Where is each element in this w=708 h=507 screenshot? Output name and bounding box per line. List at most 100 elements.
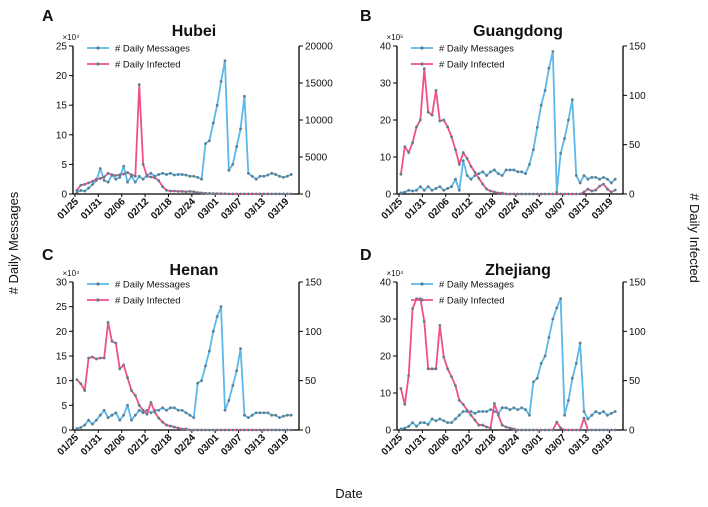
daily-messages-point [239, 347, 242, 350]
daily-messages-point [141, 177, 145, 181]
daily-messages-point [450, 421, 453, 424]
daily-messages-point [516, 170, 520, 174]
legend-infected-label: # Daily Infected [115, 296, 180, 307]
daily-infected-point [563, 428, 566, 432]
x-tick-label: 02/06 [426, 432, 452, 458]
daily-messages-point [133, 413, 137, 417]
panel-b: B Guangdong 0 10 20 30 40×10⁵ 0 50 100 150 01/2501/… [360, 8, 646, 222]
daily-messages-point [590, 175, 594, 179]
daily-infected-point [278, 192, 281, 196]
daily-infected-point [98, 356, 102, 360]
daily-infected-point [172, 189, 176, 193]
daily-messages-point [262, 174, 266, 178]
x-tick-label: 01/31 [403, 432, 429, 458]
daily-messages-point [227, 168, 231, 172]
daily-infected-point [493, 190, 496, 194]
daily-messages-point [551, 317, 555, 321]
daily-infected-point [489, 189, 492, 193]
daily-messages-point [543, 89, 547, 92]
daily-messages-point [192, 416, 196, 420]
daily-infected-point [122, 363, 126, 367]
left-tick-label: 5 [61, 401, 67, 412]
daily-messages-point [254, 177, 258, 181]
daily-infected-point [524, 192, 527, 196]
daily-infected-point [496, 191, 500, 195]
daily-infected-point [590, 189, 594, 193]
daily-infected-point [574, 428, 578, 432]
daily-messages-point [231, 384, 235, 387]
daily-infected-point [223, 428, 227, 432]
daily-messages-point [481, 410, 485, 413]
daily-infected-point [555, 420, 559, 424]
daily-messages-point [399, 191, 403, 195]
daily-messages-point [442, 188, 446, 192]
daily-infected-point [586, 428, 590, 432]
daily-messages-point [98, 167, 102, 170]
daily-infected-point [94, 177, 98, 181]
daily-infected-point [504, 425, 508, 429]
daily-messages-point [87, 418, 90, 422]
daily-messages-point [430, 417, 434, 421]
daily-infected-point [559, 192, 563, 196]
legend-messages-marker [420, 282, 424, 286]
daily-infected-point [399, 172, 403, 176]
daily-infected-point [91, 355, 94, 359]
x-tick-label: 03/01 [196, 432, 222, 458]
x-tick-label: 03/19 [266, 432, 292, 458]
daily-infected-point [520, 428, 524, 432]
daily-infected-point [422, 67, 426, 71]
daily-messages-point [535, 126, 539, 129]
daily-infected-point [266, 192, 270, 196]
daily-infected-point [137, 83, 141, 86]
daily-messages-point [157, 173, 161, 176]
daily-messages-point [590, 413, 594, 417]
daily-messages-point [594, 175, 598, 179]
daily-infected-point [567, 192, 570, 196]
right-tick-label: 0 [629, 426, 635, 437]
daily-messages-point [83, 189, 87, 193]
daily-messages-point [250, 413, 254, 417]
daily-infected-point [434, 89, 438, 92]
daily-messages-point [246, 416, 250, 420]
daily-infected-point [485, 425, 489, 429]
daily-messages-point [289, 173, 293, 176]
daily-infected-point [262, 428, 266, 432]
daily-infected-point [609, 428, 613, 432]
daily-messages-point [602, 175, 605, 179]
panel-title: Guangdong [473, 23, 563, 40]
global-y-label-left: # Daily Messages [6, 191, 21, 294]
daily-messages-point [426, 185, 430, 189]
daily-infected-point [243, 192, 246, 196]
daily-messages-point [215, 103, 219, 107]
daily-messages-point [613, 410, 617, 413]
daily-messages-point [196, 176, 200, 179]
daily-infected-point [454, 384, 457, 387]
daily-infected-point [278, 428, 281, 432]
left-tick-label: 20 [380, 116, 392, 127]
daily-messages-point [219, 305, 223, 309]
daily-infected-point [188, 428, 192, 432]
daily-messages-point [91, 422, 94, 426]
right-tick-label: 10000 [305, 116, 333, 127]
daily-infected-point [266, 428, 270, 432]
daily-infected-point [145, 412, 149, 416]
daily-messages-point [130, 418, 133, 422]
daily-infected-point [473, 418, 477, 422]
legend-messages-marker [420, 46, 424, 50]
daily-messages-point [184, 173, 188, 177]
right-tick-label: 20000 [305, 42, 333, 53]
x-tick-label: 02/24 [496, 196, 522, 222]
daily-messages-point [98, 413, 102, 417]
right-tick-label: 5000 [305, 153, 328, 164]
x-tick-label: 03/07 [543, 196, 569, 222]
daily-messages-point [282, 414, 285, 418]
x-tick-label: 02/12 [450, 432, 476, 458]
x-tick-label: 03/13 [243, 432, 269, 458]
daily-infected-point [215, 428, 219, 432]
daily-infected-point [153, 410, 157, 414]
daily-infected-point [161, 420, 165, 424]
daily-infected-point [75, 188, 79, 192]
daily-messages-point [586, 177, 590, 181]
daily-messages-point [211, 329, 215, 333]
daily-messages-point [165, 173, 168, 176]
